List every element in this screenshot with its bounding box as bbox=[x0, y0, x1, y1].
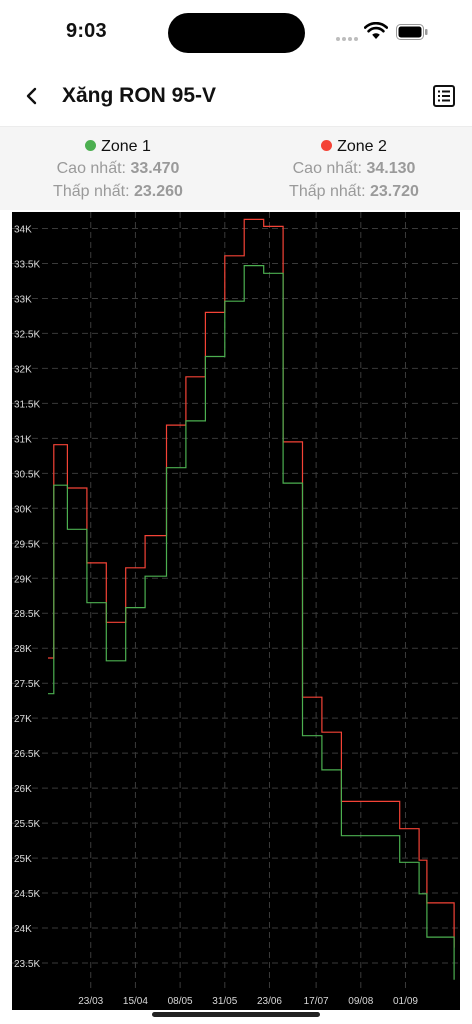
y-tick-label: 24.5K bbox=[14, 889, 40, 900]
zone-1-low-label: Thấp nhất: bbox=[53, 183, 130, 200]
y-tick-label: 29.5K bbox=[14, 539, 40, 550]
zone-1-summary: Zone 1 Cao nhất: 33.470 Thấp nhất: 23.26… bbox=[0, 137, 236, 203]
x-tick-label: 15/04 bbox=[123, 996, 148, 1007]
y-tick-label: 25K bbox=[14, 854, 32, 865]
y-tick-label: 32K bbox=[14, 364, 32, 375]
y-tick-label: 31K bbox=[14, 434, 32, 445]
y-tick-label: 34K bbox=[14, 224, 32, 235]
price-chart-svg: 23.5K 24K 24.5K 25K 25.5K 26K 26.5K 27K 27.5K 28K… bbox=[12, 212, 460, 1007]
zone-1-name: Zone 1 bbox=[101, 138, 151, 155]
x-tick-label: 01/09 bbox=[393, 996, 418, 1007]
series-line-zone-2 bbox=[48, 218, 455, 948]
y-tick-label: 28.5K bbox=[14, 609, 40, 620]
zone-2-low-value: 23.720 bbox=[370, 183, 419, 200]
y-tick-label: 23.5K bbox=[14, 959, 40, 970]
zone-2-name: Zone 2 bbox=[337, 138, 387, 155]
series-line-zone-1 bbox=[48, 265, 455, 980]
zone-2-summary: Zone 2 Cao nhất: 34.130 Thấp nhất: 23.72… bbox=[236, 137, 472, 203]
y-tick-label: 32.5K bbox=[14, 329, 40, 340]
y-tick-label: 27.5K bbox=[14, 679, 40, 690]
zone-2-low-label: Thấp nhất: bbox=[289, 183, 366, 200]
zone-2-high-label: Cao nhất: bbox=[292, 160, 362, 177]
x-tick-label: 17/07 bbox=[304, 996, 329, 1007]
zone-2-dot bbox=[321, 140, 333, 151]
x-tick-label: 23/06 bbox=[257, 996, 282, 1007]
home-indicator bbox=[152, 1012, 320, 1017]
back-arrow-icon[interactable] bbox=[18, 82, 46, 110]
y-tick-label: 26K bbox=[14, 784, 32, 795]
y-tick-label: 33K bbox=[14, 294, 32, 305]
zone-1-dot bbox=[85, 140, 97, 151]
zone-2-high-value: 34.130 bbox=[366, 160, 416, 177]
zone-summary: Zone 1 Cao nhất: 33.470 Thấp nhất: 23.26… bbox=[0, 126, 472, 210]
y-tick-label: 30.5K bbox=[14, 469, 40, 480]
y-tick-label: 25.5K bbox=[14, 819, 40, 830]
y-tick-label: 29K bbox=[14, 574, 32, 585]
nav-bar: Xăng RON 95-V bbox=[0, 64, 472, 126]
y-tick-label: 30K bbox=[14, 504, 32, 515]
zone-1-low-value: 23.260 bbox=[134, 183, 183, 200]
status-time: 9:03 bbox=[66, 20, 107, 42]
x-tick-label: 09/08 bbox=[348, 996, 373, 1007]
y-tick-label: 26.5K bbox=[14, 749, 40, 760]
wifi-icon bbox=[364, 22, 388, 39]
price-chart[interactable]: 23.5K 24K 24.5K 25K 25.5K 26K 26.5K 27K 27.5K 28K… bbox=[12, 212, 460, 1010]
list-view-icon[interactable] bbox=[432, 84, 456, 108]
chart-axis-labels: 23.5K 24K 24.5K 25K 25.5K 26K 26.5K 27K 27.5K 28K… bbox=[14, 224, 418, 1007]
y-tick-label: 33.5K bbox=[14, 259, 40, 270]
zone-1-high-value: 33.470 bbox=[130, 160, 180, 177]
signal-icon bbox=[336, 28, 360, 41]
x-tick-label: 23/03 bbox=[78, 996, 103, 1007]
y-tick-label: 24K bbox=[14, 924, 32, 935]
y-tick-label: 28K bbox=[14, 644, 32, 655]
chart-grid bbox=[12, 212, 460, 992]
x-tick-label: 08/05 bbox=[168, 996, 193, 1007]
dynamic-island bbox=[168, 13, 305, 53]
y-tick-label: 31.5K bbox=[14, 399, 40, 410]
battery-icon bbox=[396, 24, 428, 40]
x-tick-label: 31/05 bbox=[212, 996, 237, 1007]
zone-1-high-label: Cao nhất: bbox=[56, 160, 126, 177]
chart-series bbox=[48, 218, 455, 980]
page-title: Xăng RON 95-V bbox=[62, 84, 217, 107]
status-bar: 9:03 bbox=[0, 0, 472, 64]
y-tick-label: 27K bbox=[14, 714, 32, 725]
